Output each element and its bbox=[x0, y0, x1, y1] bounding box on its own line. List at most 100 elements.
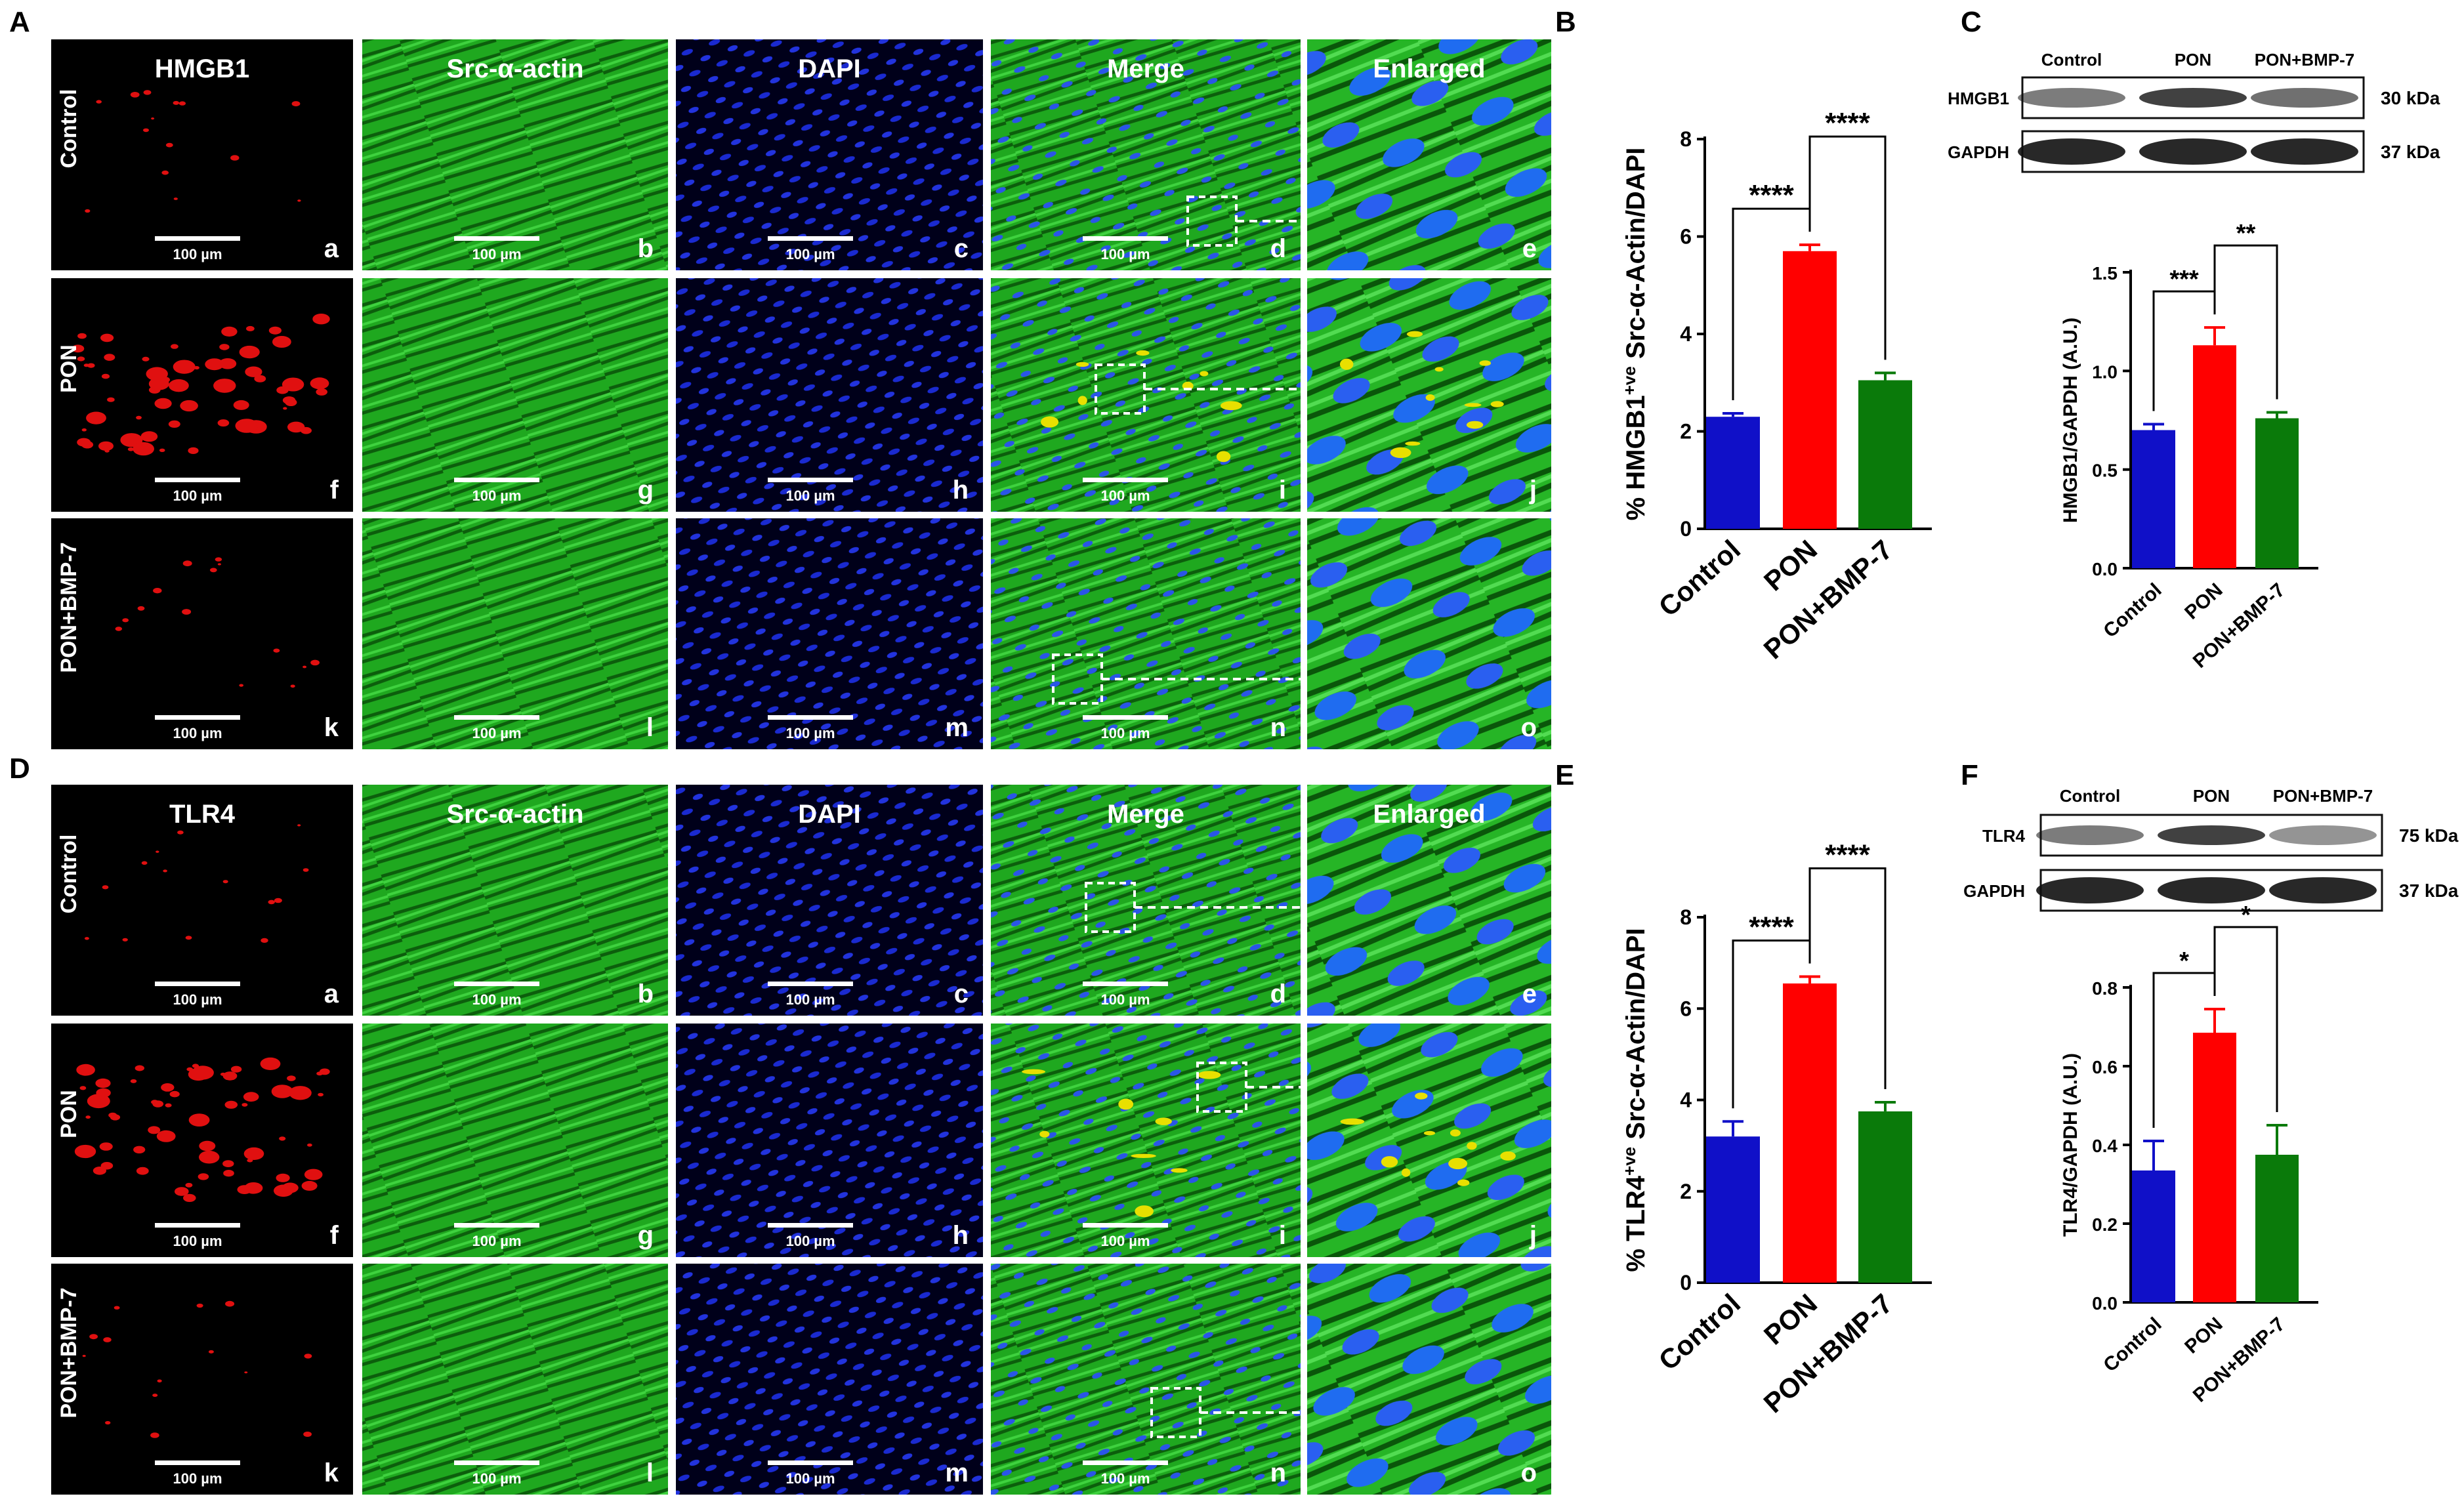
subpanel-letter: b bbox=[638, 980, 654, 1008]
bar-pon bbox=[2193, 345, 2236, 568]
bar-pon-bmp-7 bbox=[2255, 1155, 2299, 1302]
scale-bar bbox=[1083, 236, 1168, 241]
scale-bar bbox=[1083, 1460, 1168, 1465]
scale-bar bbox=[1083, 478, 1168, 482]
y-tick-label: 0.8 bbox=[2092, 978, 2118, 999]
subpanel-letter: i bbox=[1279, 1221, 1286, 1250]
bar-control bbox=[1706, 417, 1760, 529]
blot-size-label: 75 kDa bbox=[2399, 825, 2459, 846]
panel-letter-D: D bbox=[9, 753, 30, 785]
blot-protein-label: GAPDH bbox=[1948, 142, 2009, 162]
micrograph-enlarged-tlr4-row2: j bbox=[1307, 1024, 1551, 1257]
micrograph-actin-hmgb1-row1: Src-α-actin b 100 µm bbox=[362, 39, 668, 270]
significance-label: **** bbox=[1825, 107, 1870, 139]
scale-bar bbox=[768, 715, 853, 720]
micrograph-actin-hmgb1-row2: g 100 µm bbox=[362, 278, 668, 512]
scale-bar bbox=[155, 715, 240, 720]
blot-band bbox=[2158, 825, 2265, 845]
scale-bar bbox=[155, 1460, 240, 1465]
blot-lane-label: PON bbox=[2175, 50, 2211, 70]
scale-bar-label: 100 µm bbox=[785, 991, 835, 1008]
scale-bar-label: 100 µm bbox=[472, 1470, 521, 1487]
scale-bar bbox=[1083, 715, 1168, 720]
blot-band bbox=[2269, 877, 2377, 903]
micrograph-enlarged-tlr4-row3: o bbox=[1307, 1264, 1551, 1495]
subpanel-letter: o bbox=[1521, 1459, 1537, 1487]
micrograph-enlarged-tlr4-row1: Enlarged e bbox=[1307, 785, 1551, 1016]
column-title: DAPI bbox=[798, 800, 861, 829]
row-label: PON bbox=[56, 344, 81, 393]
blot-protein-label: TLR4 bbox=[1982, 826, 2026, 846]
blot-size-label: 37 kDa bbox=[2381, 142, 2440, 162]
subpanel-letter: d bbox=[1270, 234, 1286, 263]
significance-label: * bbox=[2241, 901, 2251, 929]
y-tick-label: 1.5 bbox=[2092, 263, 2118, 283]
scale-bar-label: 100 µm bbox=[173, 1233, 222, 1249]
y-axis-label: HMGB1/GAPDH (A.U.) bbox=[2060, 318, 2081, 523]
y-axis-label: % TLR4+ve Src-α-Actin/DAPI bbox=[1619, 928, 1650, 1272]
bar-control bbox=[2132, 430, 2175, 568]
y-tick-label: 6 bbox=[1680, 997, 1692, 1020]
scale-bar bbox=[768, 982, 853, 986]
micrograph-merge-hmgb1-row3: n 100 µm bbox=[991, 518, 1340, 749]
scale-bar-label: 100 µm bbox=[785, 487, 835, 504]
micrograph-enlarged-hmgb1-row1: Enlarged e bbox=[1307, 39, 1551, 270]
y-tick-label: 0.0 bbox=[2092, 559, 2118, 579]
bar-pon-bmp-7 bbox=[1858, 1111, 1912, 1283]
significance-label: * bbox=[2179, 947, 2189, 975]
bar-pon bbox=[2193, 1033, 2236, 1302]
scale-bar bbox=[155, 478, 240, 482]
blot-band bbox=[2158, 877, 2265, 903]
scale-bar bbox=[768, 1460, 853, 1465]
significance-label: **** bbox=[1749, 911, 1794, 943]
panel-letter-E: E bbox=[1555, 759, 1574, 791]
micrograph-marker-hmgb1-row2: PON f 100 µm bbox=[51, 278, 353, 512]
scale-bar bbox=[454, 478, 539, 482]
scale-bar bbox=[454, 982, 539, 986]
scale-bar-label: 100 µm bbox=[1100, 487, 1150, 504]
micrograph-marker-hmgb1-row3: PON+BMP-7 k 100 µm bbox=[51, 518, 353, 749]
row-label: PON+BMP-7 bbox=[56, 1287, 81, 1418]
y-axis-label: TLR4/GAPDH (A.U.) bbox=[2060, 1053, 2081, 1237]
micrograph-actin-tlr4-row3: l 100 µm bbox=[362, 1264, 668, 1495]
micrograph-dapi-hmgb1-row1: DAPI c 100 µm bbox=[676, 39, 983, 270]
micrograph-dapi-hmgb1-row3: m 100 µm bbox=[676, 518, 983, 749]
scale-bar bbox=[1083, 1223, 1168, 1228]
blot-band bbox=[2139, 138, 2247, 165]
scale-bar bbox=[454, 236, 539, 241]
column-title: HMGB1 bbox=[155, 54, 249, 83]
significance-label: **** bbox=[1825, 839, 1870, 871]
scale-bar bbox=[768, 236, 853, 241]
y-tick-label: 4 bbox=[1680, 1088, 1692, 1112]
scale-bar bbox=[454, 715, 539, 720]
y-tick-label: 4 bbox=[1680, 322, 1692, 346]
column-title: Enlarged bbox=[1373, 800, 1485, 829]
y-tick-label: 8 bbox=[1680, 127, 1692, 151]
scale-bar-label: 100 µm bbox=[472, 725, 521, 741]
micrograph-merge-tlr4-row1: Merge d 100 µm bbox=[991, 785, 1340, 1016]
blot-band bbox=[2139, 88, 2247, 108]
micrograph-enlarged-hmgb1-row3: o bbox=[1307, 518, 1551, 749]
bar-control bbox=[1706, 1136, 1760, 1283]
micrograph-merge-hmgb1-row2: i 100 µm bbox=[991, 278, 1340, 512]
y-tick-label: 0.4 bbox=[2092, 1136, 2118, 1156]
y-tick-label: 2 bbox=[1680, 420, 1692, 444]
significance-bracket bbox=[1808, 135, 1887, 360]
column-title: Merge bbox=[1107, 54, 1184, 83]
scale-bar bbox=[155, 1223, 240, 1228]
blot-band bbox=[2018, 138, 2125, 165]
column-title: Src-α-actin bbox=[446, 800, 583, 829]
scale-bar bbox=[768, 478, 853, 482]
blot-band bbox=[2036, 877, 2144, 903]
scale-bar-label: 100 µm bbox=[173, 1470, 222, 1487]
bar-pon-bmp-7 bbox=[2255, 418, 2299, 568]
x-tick-label: PON bbox=[1758, 1288, 1823, 1351]
panel-letter-layer: A B C D E F bbox=[9, 6, 1982, 791]
x-tick-label: Control bbox=[1653, 534, 1746, 623]
bar-pon-bmp-7 bbox=[1858, 380, 1912, 529]
micrograph-dapi-tlr4-row3: m 100 µm bbox=[676, 1264, 983, 1495]
subpanel-letter: k bbox=[324, 1459, 339, 1487]
micrograph-actin-tlr4-row1: Src-α-actin b 100 µm bbox=[362, 785, 668, 1016]
